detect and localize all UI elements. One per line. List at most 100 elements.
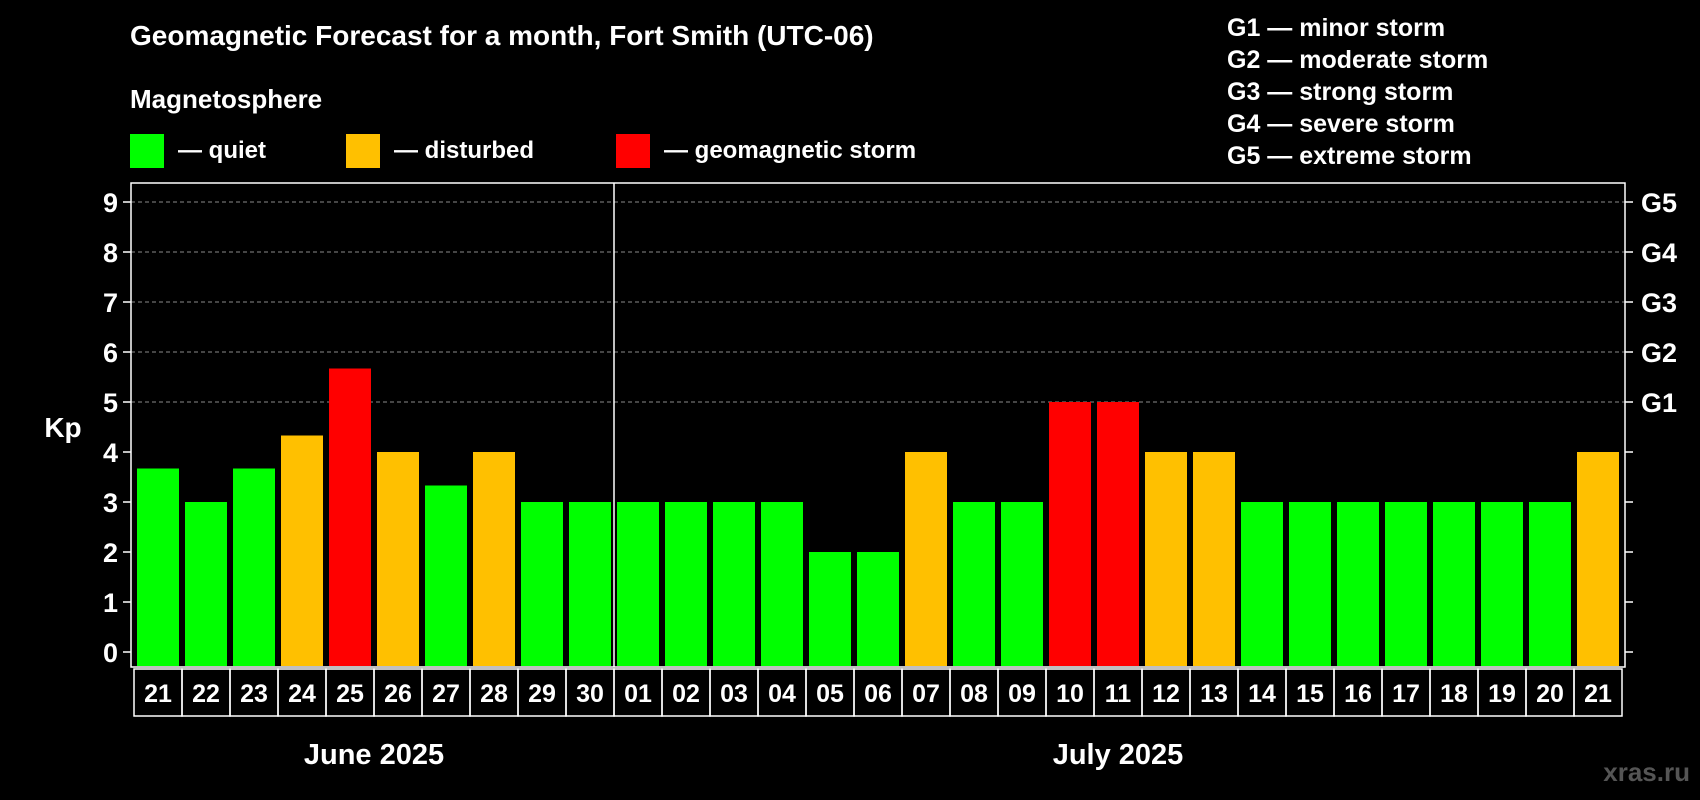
kp-bar (1577, 452, 1619, 666)
plot-frame (130, 182, 1626, 668)
kp-bar (1241, 502, 1283, 666)
x-tick-label: 21 (1584, 680, 1612, 708)
kp-bar (1193, 452, 1235, 666)
legend-subtitle: Magnetosphere (130, 84, 323, 114)
legend-swatch-storm (616, 134, 650, 168)
g-scale-g4: G4 — severe storm (1227, 110, 1455, 138)
legend-label-quiet: — quiet (178, 137, 266, 164)
g-scale-g2: G2 — moderate storm (1227, 46, 1489, 74)
date-cell (1573, 668, 1623, 717)
y-tick-label: 3 (103, 488, 118, 518)
y-tick-label: 6 (103, 338, 118, 368)
x-tick-label: 01 (624, 680, 652, 708)
kp-bar (857, 552, 899, 666)
g-scale-legend: G1 — minor storm G2 — moderate storm G3 … (1227, 12, 1488, 172)
x-tick-label: 18 (1440, 680, 1468, 708)
x-tick-label: 06 (864, 680, 892, 708)
chart-title: Geomagnetic Forecast for a month, Fort S… (130, 20, 874, 51)
x-tick-label: 23 (240, 680, 268, 708)
kp-bar (521, 502, 563, 666)
x-tick-label: 25 (336, 680, 364, 708)
x-tick-label: 16 (1344, 680, 1372, 708)
kp-bar (665, 502, 707, 666)
legend-label-disturbed: — disturbed (394, 137, 535, 164)
kp-bar (1481, 502, 1523, 666)
x-tick-label: 17 (1392, 680, 1420, 708)
kp-bar (1337, 502, 1379, 666)
g-scale-g5: G5 — extreme storm (1227, 142, 1472, 170)
x-tick-label: 21 (144, 680, 172, 708)
y-tick-label: 0 (103, 638, 118, 668)
legend-swatch-quiet (130, 134, 164, 168)
y-tick-label: 4 (103, 438, 118, 468)
kp-bar (281, 435, 323, 666)
kp-bar (1097, 402, 1139, 666)
y-tick-label: 8 (103, 238, 118, 268)
kp-bar (617, 502, 659, 666)
x-tick-label: 22 (192, 680, 220, 708)
kp-bar (1049, 402, 1091, 666)
x-tick-label: 24 (288, 680, 316, 708)
x-tick-label: 28 (480, 680, 508, 708)
kp-bar (473, 452, 515, 666)
y-axis-label: Kp (44, 412, 81, 443)
y-tick-label: 5 (103, 388, 118, 418)
kp-bar (1529, 502, 1571, 666)
x-tick-label: 26 (384, 680, 412, 708)
x-tick-label: 20 (1536, 680, 1564, 708)
kp-bar (233, 468, 275, 666)
legend-item-quiet: — quiet (130, 134, 266, 168)
x-tick-label: 08 (960, 680, 988, 708)
kp-bar (137, 468, 179, 666)
x-tick-label: 02 (672, 680, 700, 708)
watermark: xras.ru (1603, 757, 1690, 787)
x-tick-label: 07 (912, 680, 940, 708)
g-scale-g3: G3 — strong storm (1227, 78, 1454, 106)
kp-bar (377, 452, 419, 666)
x-tick-label: 04 (768, 680, 796, 708)
x-tick-label: 30 (576, 680, 604, 708)
x-tick-label: 13 (1200, 680, 1228, 708)
y-tick-label: 2 (103, 538, 118, 568)
g-level-label: G1 (1641, 388, 1677, 418)
x-tick-label: 05 (816, 680, 844, 708)
x-tick-label: 27 (432, 680, 460, 708)
kp-bar (809, 552, 851, 666)
kp-bar (1001, 502, 1043, 666)
kp-bar (1145, 452, 1187, 666)
month-label: July 2025 (1053, 739, 1184, 771)
kp-bar (761, 502, 803, 666)
legend-label-storm: — geomagnetic storm (664, 137, 917, 164)
kp-bar (1289, 502, 1331, 666)
g-level-label: G4 (1641, 238, 1677, 268)
g-level-label: G2 (1641, 338, 1677, 368)
month-label: June 2025 (304, 739, 444, 771)
kp-bar (1433, 502, 1475, 666)
kp-bar (329, 368, 371, 666)
x-tick-label: 03 (720, 680, 748, 708)
y-tick-label: 9 (103, 188, 118, 218)
kp-bar (905, 452, 947, 666)
kp-bar (713, 502, 755, 666)
x-tick-label: 14 (1248, 680, 1276, 708)
x-tick-label: 29 (528, 680, 556, 708)
x-tick-label: 15 (1296, 680, 1324, 708)
kp-bar (425, 485, 467, 666)
y-tick-label: 7 (103, 288, 118, 318)
kp-bar (569, 502, 611, 666)
x-tick-label: 10 (1056, 680, 1084, 708)
g-level-label: G5 (1641, 188, 1677, 218)
kp-bar (953, 502, 995, 666)
x-tick-label: 12 (1152, 680, 1180, 708)
x-tick-label: 19 (1488, 680, 1516, 708)
g-scale-g1: G1 — minor storm (1227, 14, 1446, 42)
legend-item-disturbed: — disturbed (346, 134, 534, 168)
x-tick-label: 09 (1008, 680, 1036, 708)
y-tick-label: 1 (103, 588, 118, 618)
kp-bar (185, 502, 227, 666)
legend-swatch-disturbed (346, 134, 380, 168)
kp-bar (1385, 502, 1427, 666)
legend-item-storm: — geomagnetic storm (616, 134, 916, 168)
x-tick-label: 11 (1105, 680, 1132, 708)
